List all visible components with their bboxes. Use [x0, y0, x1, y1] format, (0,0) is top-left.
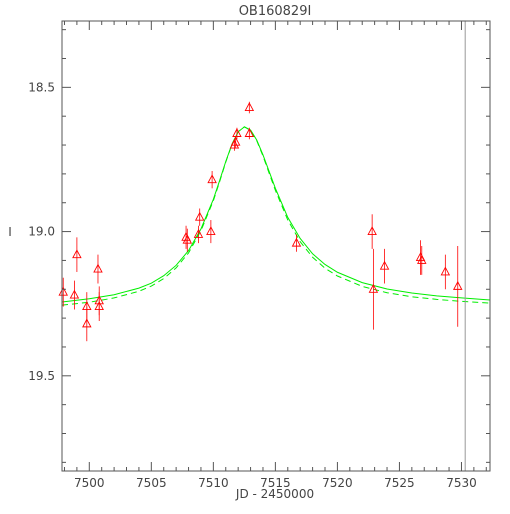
triangle-marker [440, 266, 451, 276]
data-point [367, 214, 377, 249]
data-point [58, 277, 68, 307]
data-point [193, 225, 204, 244]
triangle-marker [82, 318, 92, 328]
triangle-marker [94, 301, 104, 311]
data-point [72, 237, 82, 272]
data-point [379, 248, 390, 284]
y-tick-label: 19.0 [28, 225, 55, 239]
triangle-marker [194, 211, 205, 221]
data-point [182, 228, 193, 252]
observation-points [58, 101, 463, 342]
triangle-marker [417, 254, 427, 264]
data-point [82, 306, 92, 342]
plot-frame [61, 20, 491, 472]
y-axis-title: I [8, 225, 12, 239]
triangle-marker [379, 260, 390, 270]
data-point [452, 246, 463, 327]
triangle-marker [291, 237, 302, 247]
triangle-marker [69, 289, 80, 299]
triangle-marker [58, 286, 68, 296]
data-point [291, 234, 302, 252]
triangle-marker [367, 226, 377, 236]
data-point [206, 220, 216, 244]
data-point [368, 248, 379, 330]
y-tick-label: 19.5 [28, 369, 55, 383]
data-point [244, 101, 255, 114]
data-point [230, 136, 241, 148]
x-tick-label: 7530 [446, 476, 477, 490]
data-point [440, 254, 451, 290]
data-point [244, 127, 255, 140]
x-tick-label: 7505 [136, 476, 167, 490]
x-tick-label: 7500 [74, 476, 105, 490]
triangle-marker [230, 136, 241, 146]
triangle-marker [244, 102, 255, 111]
data-point [94, 292, 104, 321]
triangle-marker [368, 283, 379, 293]
triangle-marker [244, 128, 255, 137]
x-tick-label: 7515 [260, 476, 291, 490]
model-curves [62, 126, 490, 306]
triangle-marker [232, 128, 242, 137]
triangle-marker [72, 249, 82, 259]
data-point [417, 246, 427, 275]
model-curve-solid [62, 126, 490, 303]
data-point [69, 280, 80, 310]
model-curve-dashed [62, 126, 490, 306]
triangle-marker [452, 280, 463, 290]
data-point [207, 171, 217, 189]
triangle-marker [182, 234, 193, 244]
axes-layer: 7500 7505 7510 7515 7520 7525 7530 18.5 19.0 19.5 [28, 20, 491, 490]
triangle-marker [193, 229, 204, 238]
y-tick-label: 18.5 [28, 80, 55, 94]
data-point [232, 127, 242, 140]
triangle-marker [93, 263, 103, 273]
triangle-marker [206, 226, 216, 236]
x-axis-title: JD - 2450000 [235, 487, 314, 501]
chart-title: OB160829I [239, 4, 312, 19]
x-tick-label: 7520 [322, 476, 353, 490]
data-point [194, 208, 205, 226]
x-tick-label: 7510 [198, 476, 229, 490]
triangle-marker [207, 174, 217, 184]
x-tick-label: 7525 [384, 476, 415, 490]
data-point [93, 254, 103, 284]
